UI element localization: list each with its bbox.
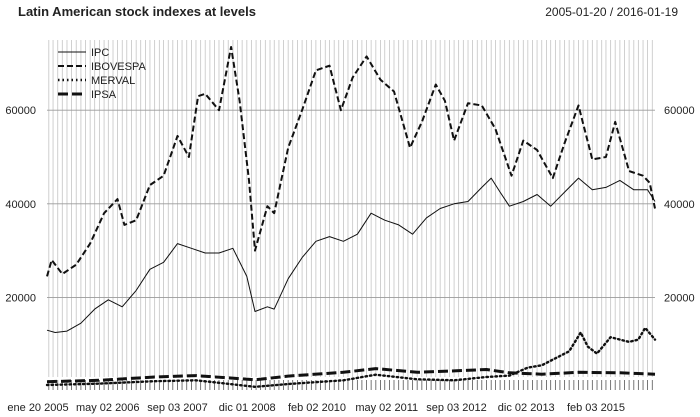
y-tick-label-left: 40000 [5,199,36,211]
series-line-ipc [46,177,656,333]
x-axis: ene 20 2005 may 02 2006 sep 03 2007 dic 01 … [7,402,625,414]
vertical-grid [48,40,653,390]
y-axis: 20000 20000 40000 40000 60000 60000 [5,105,694,304]
x-tick-label: sep 03 2012 [426,402,487,414]
legend: IPC IBOVESPA MERVAL IPSA [58,47,146,101]
x-tick-label: dic 01 2008 [219,402,276,414]
x-tick-label: feb 03 2015 [567,402,625,414]
y-tick-label-right: 60000 [664,105,695,117]
y-tick-label-left: 20000 [5,292,36,304]
chart-title: Latin American stock indexes at levels [18,4,256,19]
legend-label: MERVAL [91,75,135,87]
y-tick-label-right: 20000 [664,292,695,304]
y-tick-label-right: 40000 [664,199,695,211]
horizontal-grid [47,109,655,298]
legend-label: IPC [91,47,109,59]
series-line-ibovespa [46,46,656,277]
date-range: 2005-01-20 / 2016-01-19 [545,5,678,19]
series-layer [45,46,657,388]
series-line-ipsa [46,367,656,384]
x-tick-label: sep 03 2007 [147,402,208,414]
x-tick-label: ene 20 2005 [7,402,68,414]
x-tick-label: may 02 2006 [76,402,140,414]
x-tick-label: dic 02 2013 [498,402,555,414]
legend-label: IBOVESPA [91,61,146,73]
x-tick-label: may 02 2011 [355,402,418,414]
series-line-merval [45,326,657,388]
x-tick-label: feb 02 2010 [288,402,346,414]
y-tick-label-left: 60000 [5,105,36,117]
legend-label: IPSA [91,89,117,101]
